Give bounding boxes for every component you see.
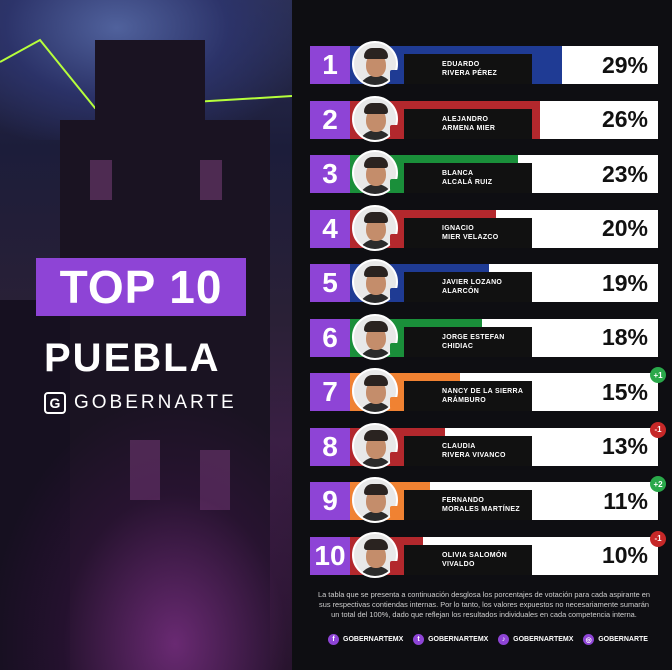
party-logo-icon <box>390 70 402 82</box>
candidate-name: IGNACIO MIER VELAZCO <box>404 217 532 248</box>
rank-number: 7 <box>310 373 350 411</box>
background-photo: TOP 10 PUEBLA G GOBERNARTE <box>0 0 292 670</box>
ranking-row: 8 CLAUDIA RIVERA VIVANCO 13% -1 <box>310 421 666 469</box>
instagram-icon: ◎ <box>583 634 595 645</box>
rank-number: 1 <box>310 46 350 84</box>
window <box>200 160 222 200</box>
window <box>90 160 112 200</box>
percentage-label: 15% <box>601 378 648 405</box>
social-item-instagram[interactable]: ◎ GOBERNARTE <box>583 634 648 645</box>
ranking-row: 6 JORGE ESTEFAN CHIDIAC 18% <box>310 313 658 360</box>
party-logo-icon <box>390 288 402 300</box>
party-logo-icon <box>390 397 402 409</box>
percentage-label: 10% <box>601 542 648 568</box>
rank-change-badge: +1 <box>650 367 666 383</box>
social-handle: GOBERNARTEMX <box>343 636 404 643</box>
candidate-photo <box>352 150 398 196</box>
ranking-row: 5 JAVIER LOZANO ALARCÓN 19% <box>310 259 658 305</box>
candidate-name: OLIVIA SALOMÓN VIVALDO <box>404 544 532 575</box>
rank-number: 5 <box>310 264 350 302</box>
brand-g-icon: G <box>44 392 66 414</box>
party-logo-icon <box>390 560 402 573</box>
ranking-row: 7 NANCY DE LA SIERRA ARÁMBURO 15% +1 <box>310 367 666 414</box>
brand-logo: G GOBERNARTE <box>44 392 237 414</box>
ranking-panel: 1 EDUARDO RIVERA PÉREZ 29% 2 ALEJANDRO ARMEN… <box>292 0 672 670</box>
top10-badge: TOP 10 <box>36 258 246 316</box>
purple-glow <box>0 410 292 670</box>
tiktok-icon: ♪ <box>498 634 510 645</box>
ranking-row: 9 FERNANDO MORALES MARTÍNEZ 11% +2 <box>310 476 666 523</box>
percentage-label: 26% <box>601 106 648 132</box>
ranking-row: 1 EDUARDO RIVERA PÉREZ 29% <box>310 41 658 87</box>
social-handle: GOBERNARTEMX <box>428 636 489 643</box>
candidate-name: EDUARDO RIVERA PÉREZ <box>404 54 532 84</box>
party-logo-icon <box>390 506 402 518</box>
facebook-icon: f <box>328 634 339 645</box>
percentage-label: 13% <box>601 433 648 459</box>
top10-label: TOP 10 <box>59 261 223 313</box>
candidate-name: CLAUDIA RIVERA VIVANCO <box>404 435 532 466</box>
social-item-facebook[interactable]: f GOBERNARTEMX <box>328 634 403 645</box>
city-title: PUEBLA <box>44 336 221 380</box>
rank-number: 8 <box>310 427 350 466</box>
rank-number: 4 <box>310 209 350 248</box>
social-links: f GOBERNARTEMX t GOBERNARTEMX ♪ GOBERNAR… <box>328 634 648 645</box>
candidate-photo <box>352 368 398 414</box>
percentage-bar: IGNACIO MIER VELAZCO 20% <box>350 209 658 248</box>
rank-number: 10 <box>310 536 350 575</box>
party-logo-icon <box>390 124 402 137</box>
candidate-name: FERNANDO MORALES MARTÍNEZ <box>404 490 532 520</box>
candidate-name: JORGE ESTEFAN CHIDIAC <box>404 326 532 357</box>
rank-change-badge: +2 <box>650 476 666 492</box>
candidate-photo <box>352 477 398 523</box>
party-logo-icon <box>390 179 402 191</box>
ranking-row: 2 ALEJANDRO ARMENA MIER 26% <box>310 95 658 142</box>
rank-number: 9 <box>310 482 350 520</box>
social-handle: GOBERNARTE <box>598 636 648 643</box>
candidate-photo <box>352 95 398 142</box>
tower-silhouette <box>95 40 205 130</box>
candidate-name: ALEJANDRO ARMENA MIER <box>404 108 532 139</box>
party-logo-icon <box>390 233 402 246</box>
candidate-name: BLANCA ALCALÁ RUIZ <box>404 163 532 193</box>
footer-note: La tabla que se presenta a continuación … <box>318 590 650 619</box>
ranking-row: 10 OLIVIA SALOMÓN VIVALDO 10% -1 <box>310 530 666 578</box>
twitter-icon: t <box>413 634 425 645</box>
social-item-tiktok[interactable]: ♪ GOBERNARTEMX <box>498 634 573 645</box>
candidate-photo <box>352 422 398 469</box>
rank-number: 6 <box>310 318 350 357</box>
social-handle: GOBERNARTEMX <box>513 636 574 643</box>
percentage-label: 29% <box>601 51 648 78</box>
percentage-label: 23% <box>601 160 648 187</box>
rank-change-badge: -1 <box>650 421 666 438</box>
percentage-bar: BLANCA ALCALÁ RUIZ 23% <box>350 155 658 193</box>
party-logo-icon <box>390 342 402 355</box>
percentage-label: 11% <box>603 487 648 514</box>
brand-name: GOBERNARTE <box>74 392 237 413</box>
rank-change-badge: -1 <box>650 530 666 547</box>
percentage-label: 18% <box>601 324 648 350</box>
rank-number: 2 <box>310 100 350 139</box>
rank-number: 3 <box>310 155 350 193</box>
party-logo-icon <box>390 451 402 464</box>
percentage-label: 20% <box>601 215 648 241</box>
ranking-row: 4 IGNACIO MIER VELAZCO 20% <box>310 204 658 251</box>
social-item-twitter[interactable]: t GOBERNARTEMX <box>413 634 488 645</box>
percentage-label: 19% <box>601 269 648 296</box>
candidate-photo <box>352 313 398 360</box>
ranking-row: 3 BLANCA ALCALÁ RUIZ 23% <box>310 150 658 196</box>
candidate-name: NANCY DE LA SIERRA ARÁMBURO <box>404 381 532 411</box>
candidate-name: JAVIER LOZANO ALARCÓN <box>404 272 532 302</box>
